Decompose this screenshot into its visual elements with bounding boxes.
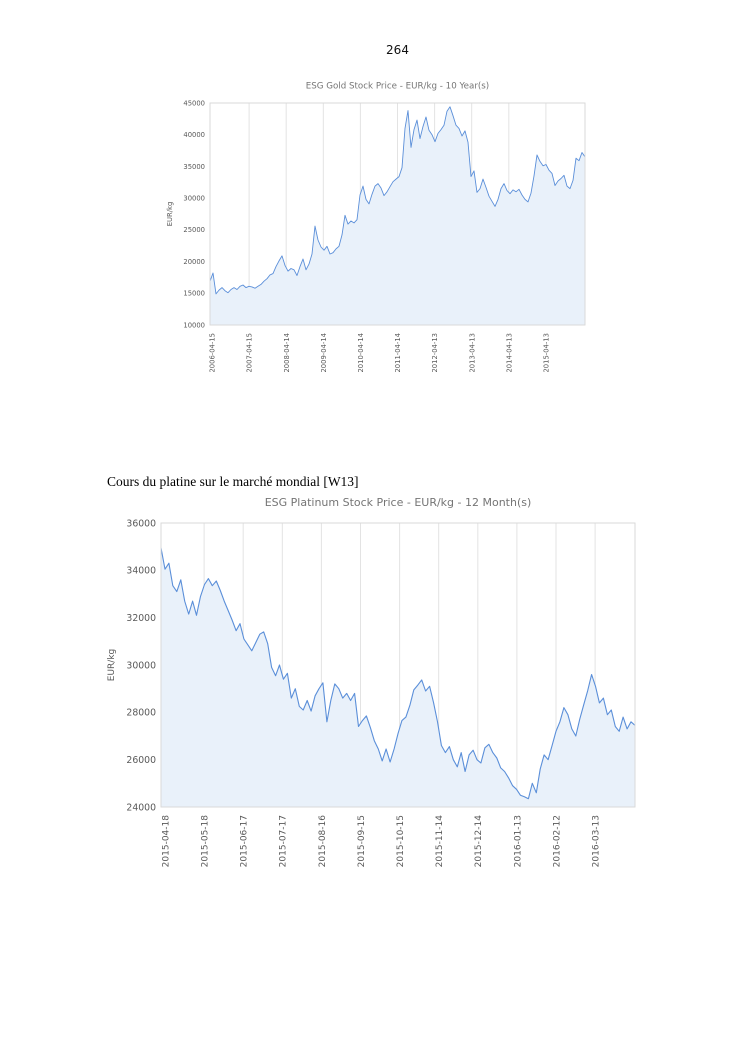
- y-tick-label: 24000: [126, 802, 156, 813]
- price-line: [209, 106, 586, 295]
- y-tick-label: 30000: [183, 195, 205, 203]
- x-tick-label: 2015-08-16: [318, 815, 328, 868]
- area-fill: [161, 547, 635, 807]
- x-tick-label: 2015-09-15: [357, 815, 367, 867]
- y-tick-label: 25000: [183, 226, 205, 234]
- y-tick-label: 28000: [126, 708, 156, 719]
- chart-title: ESG Gold Stock Price - EUR/kg - 10 Year(…: [306, 82, 489, 92]
- y-tick-label: 15000: [183, 290, 205, 298]
- platinum-price-chart: 2015-04-18 2015-05-18 2015-06-17 2015-07-17…: [107, 496, 636, 868]
- y-tick-label: 20000: [183, 258, 205, 266]
- x-tick-label: 2016-01-13: [513, 815, 523, 867]
- x-tick-label: 2010-04-14: [357, 333, 365, 373]
- x-tick-label: 2006-04-15: [209, 333, 217, 373]
- x-tick-label: 2013-04-13: [468, 333, 476, 373]
- y-tick-label: 26000: [126, 755, 156, 766]
- y-tick-label: 35000: [183, 163, 205, 171]
- x-tick-label: 2015-12-14: [474, 815, 484, 868]
- x-tick-label: 2016-03-13: [592, 815, 602, 867]
- y-axis-label: EUR/kg: [166, 202, 174, 227]
- page-number: 264: [386, 43, 409, 57]
- y-tick-label: 10000: [183, 321, 205, 329]
- y-tick-label: 40000: [183, 131, 205, 139]
- y-tick-label: 30000: [126, 660, 156, 671]
- chart-title: ESG Platinum Stock Price - EUR/kg - 12 M…: [265, 496, 532, 509]
- x-tick-label: 2014-04-13: [505, 333, 513, 373]
- platinum-chart-caption: Cours du platine sur le marché mondial […: [107, 474, 359, 489]
- x-tick-label: 2015-05-18: [201, 815, 211, 868]
- x-tick-label: 2011-04-14: [394, 333, 402, 373]
- x-tick-label: 2012-04-13: [431, 333, 439, 373]
- plot-border: [160, 522, 636, 808]
- x-tick-label: 2009-04-14: [320, 333, 328, 373]
- y-tick-label: 34000: [126, 566, 156, 577]
- x-tick-label: 2008-04-14: [283, 333, 291, 373]
- y-axis-label: EUR/kg: [107, 649, 117, 681]
- x-tick-label: 2016-02-12: [552, 815, 562, 867]
- x-tick-label: 2015-06-17: [240, 815, 250, 867]
- x-tick-label: 2015-07-17: [279, 815, 289, 867]
- x-tick-label: 2015-11-14: [435, 815, 445, 868]
- y-tick-label: 32000: [126, 613, 156, 624]
- area-fill: [210, 106, 585, 325]
- x-tick-label: 2007-04-15: [246, 333, 254, 373]
- y-tick-label: 45000: [183, 99, 205, 107]
- price-line: [160, 547, 636, 800]
- x-tick-label: 2015-04-13: [543, 333, 551, 373]
- plot-border: [209, 102, 586, 326]
- x-tick-label: 2015-04-18: [161, 815, 171, 868]
- y-tick-label: 36000: [126, 518, 156, 529]
- gold-price-chart: 2006-04-15 2007-04-15 2008-04-14 2009-04-14…: [166, 82, 586, 373]
- x-tick-label: 2015-10-15: [396, 815, 406, 867]
